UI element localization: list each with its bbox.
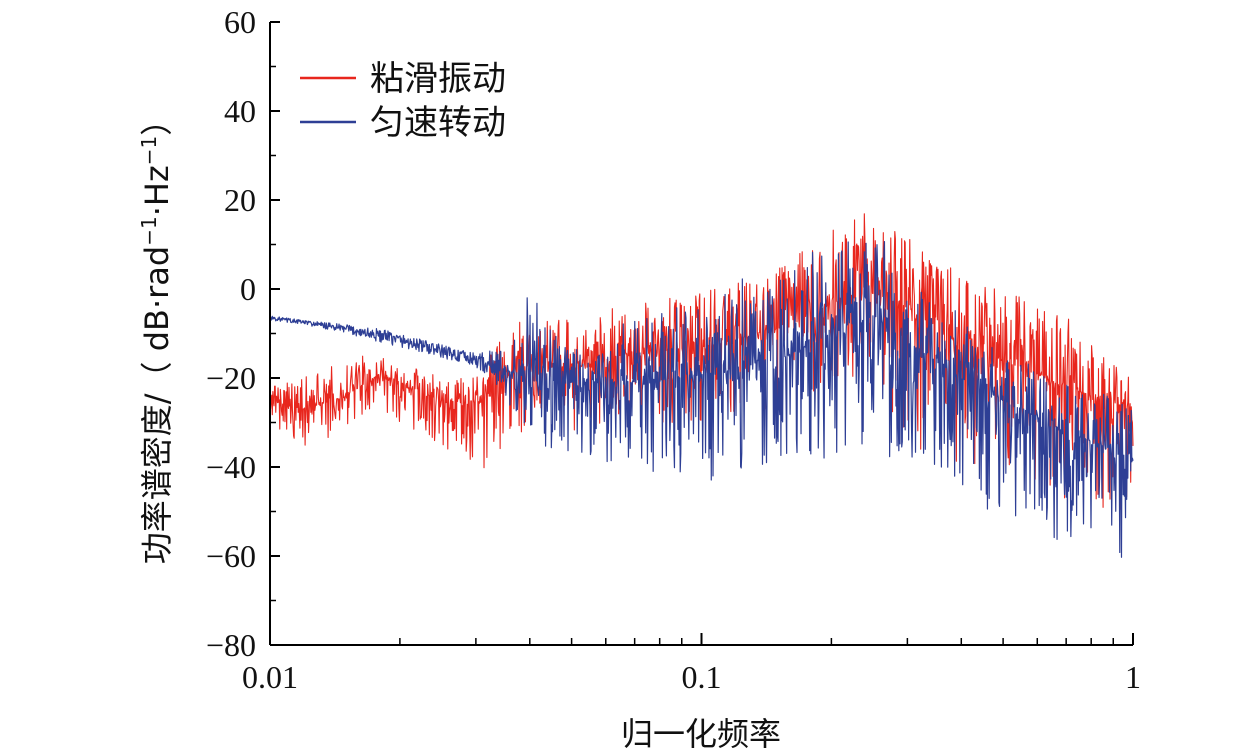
x-tick-label-0: 0.01 (242, 659, 298, 695)
y-tick-label-1: 40 (224, 93, 256, 129)
y-tick-label-0: 60 (224, 4, 256, 40)
x-axis-title: 归一化频率 (621, 715, 781, 753)
y-axis-title-group: 功率谱密度/（ dB·rad−1·Hz−1） (137, 104, 176, 565)
series-line-stick-slip (269, 213, 1134, 511)
y-axis-title-sup2: −1 (137, 136, 161, 165)
y-axis-title-mid: ·Hz (138, 165, 176, 216)
y-tick-label-2: 20 (224, 182, 256, 218)
series-line-uniform (269, 240, 1134, 558)
y-tick-label-3: 0 (240, 271, 256, 307)
ticks-layer: 60 40 20 0 −20 −40 −60 −800.01 0.1 1 (206, 4, 1141, 695)
x-tick-label-1: 0.1 (682, 659, 722, 695)
y-axis-title-sup1: −1 (137, 216, 161, 245)
y-axis-title-end: ） (138, 104, 176, 136)
y-axis-title: 功率谱密度/（ dB·rad−1·Hz−1） (137, 104, 176, 565)
y-tick-label-5: −40 (206, 449, 256, 485)
series-layer (269, 213, 1134, 558)
y-axis-title-main: 功率谱密度/（ dB·rad (138, 246, 176, 564)
legend-label-stick-slip: 粘滑振动 (370, 59, 506, 99)
legend: 粘滑振动 匀速转动 (300, 59, 506, 143)
legend-label-uniform: 匀速转动 (370, 103, 506, 143)
y-tick-label-7: −80 (206, 627, 256, 663)
x-tick-label-2: 1 (1125, 659, 1141, 695)
y-tick-label-4: −20 (206, 360, 256, 396)
y-tick-label-6: −60 (206, 538, 256, 574)
